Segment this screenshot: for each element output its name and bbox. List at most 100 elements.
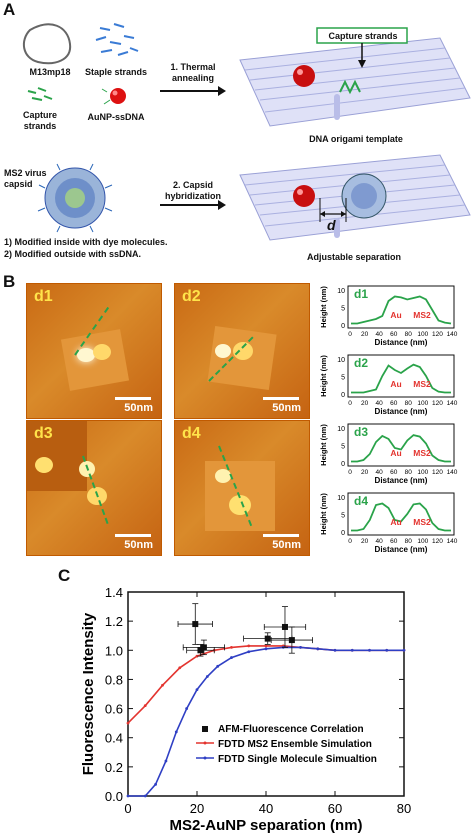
staple-strands-icon [95,23,139,56]
height-profiles: 0 5 100 20 40 60 80 100 120 140 Distance (nm) Heigh… [319,285,458,554]
profile-frame [347,285,455,329]
profile-xtick: 100 [417,469,428,476]
profile-xtick: 120 [432,538,443,545]
capture-label: Capture strands [22,110,57,131]
series-point [174,730,178,734]
profile-xtick: 60 [390,400,398,407]
profile-au-label: Au [390,448,401,458]
profile-xtick: 0 [348,400,352,407]
profile-ytick: 0 [341,461,345,468]
series-point [195,654,199,658]
xtick-label: 20 [190,801,204,816]
aunp-on-template-1 [293,65,315,87]
profile-xtick: 40 [376,331,384,338]
m13-label: M13mp18 [29,67,71,77]
data-point [200,644,207,651]
profile-xtick: 20 [361,400,369,407]
profile-xtick: 20 [361,469,369,476]
xtick-label: 80 [397,801,411,816]
data-point [192,621,199,628]
profile-ylabel: Height (nm) [319,355,328,397]
series-point [216,664,220,668]
profile-tag: d1 [354,287,368,301]
plot-frame [127,591,405,797]
profile-curve [351,363,451,394]
panel-a-illustration [22,23,471,241]
aunp-label: AuNP-ssDNA [87,112,145,122]
profile-xtick: 60 [390,331,398,338]
afm-image-d3: d3 50nm [26,420,162,556]
profile-ms2-label: MS2 [413,517,431,527]
profile-xlabel: Distance (nm) [375,338,428,347]
staple-label: Staple strands [84,67,148,77]
series-point [316,647,320,651]
series-point [195,688,199,692]
xtick-label: 0 [124,801,131,816]
panel-a-label: A [3,0,16,19]
arrow-right-icon-2 [218,200,226,210]
series-line [128,646,404,797]
profile-ytick: 0 [341,530,345,537]
profile-xtick: 40 [376,400,384,407]
profile-ms2-label: MS2 [413,379,431,389]
profile-tag: d2 [354,356,368,370]
profile-ytick: 5 [341,306,345,313]
ytick-label: 0.0 [105,789,123,804]
afm-image-d1: d1 50nm [26,283,162,419]
profile-ytick: 5 [341,375,345,382]
profile-xtick: 80 [405,400,413,407]
series-point [143,794,147,798]
series-point [164,759,168,763]
series-point [264,647,268,651]
m13-loop-icon [22,23,72,65]
series-point [247,644,251,648]
series-point [230,645,233,649]
panel-c-label: C [58,566,71,585]
ms2-label-1: MS2 virus [4,168,47,178]
data-point [281,623,288,630]
profile-xlabel: Distance (nm) [375,476,428,485]
profile-curve [351,295,452,325]
profile-xtick: 0 [348,331,352,338]
afm-tag: d1 [34,288,53,305]
xtick-label: 60 [328,801,342,816]
series-point [350,648,354,652]
profile-xtick: 140 [447,331,458,338]
capture-box-label: Capture strands [328,31,398,41]
series-point [299,645,302,649]
profile-ytick: 5 [341,444,345,451]
profile-ylabel: Height (nm) [319,424,328,466]
profile-ytick: 0 [341,323,345,330]
series-point [185,707,189,710]
profile-ms2-label: MS2 [413,448,431,458]
series-point [178,666,182,670]
profile-xtick: 140 [447,400,458,407]
ytick-label: 0.6 [105,702,123,717]
profile-curve [351,434,451,463]
profile-au-label: Au [390,517,401,527]
step2-line2: hybridization [165,191,221,201]
profile-xtick: 60 [390,538,398,545]
profile-xlabel: Distance (nm) [375,545,428,554]
step1-line2: annealing [171,73,214,83]
profile-xtick: 100 [417,400,428,407]
series-point [264,644,268,648]
series-point [126,721,130,725]
profile-ylabel: Height (nm) [319,286,328,328]
panel-b-label: B [3,272,16,291]
aunp-icon [110,88,126,104]
profile-xtick: 40 [376,538,384,545]
scale-bar-label: 50nm [124,402,153,414]
series-point [402,648,406,652]
modification-1: 1) Modified inside with dye molecules. [4,237,168,247]
profile-xtick: 80 [405,469,413,476]
afm-image-d2: d2 50nm [174,283,310,419]
profile-xlabel: Distance (nm) [375,407,428,416]
chart-ylabel: Fluorescence Intensity [80,612,97,775]
profile-tag: d4 [354,494,368,508]
ytick-label: 0.2 [105,760,123,775]
ms2-label-2: capsid [4,179,33,189]
